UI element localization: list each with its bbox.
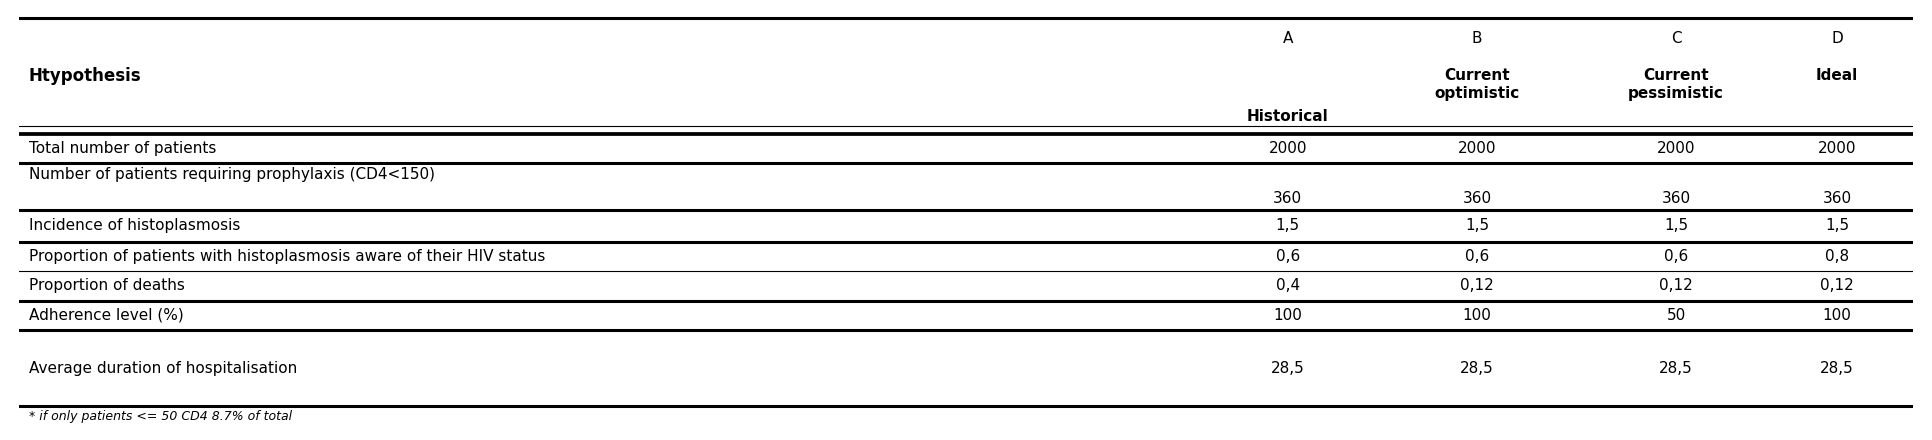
- Text: 2000: 2000: [1818, 141, 1857, 156]
- Text: 0,6: 0,6: [1663, 249, 1689, 264]
- Text: 100: 100: [1822, 308, 1851, 323]
- Text: optimistic: optimistic: [1435, 86, 1520, 101]
- Text: 28,5: 28,5: [1461, 361, 1493, 376]
- Text: 2000: 2000: [1658, 141, 1694, 156]
- Text: 0,12: 0,12: [1820, 278, 1855, 293]
- Text: 1,5: 1,5: [1826, 218, 1849, 233]
- Text: 360: 360: [1273, 191, 1302, 206]
- Text: Historical: Historical: [1246, 109, 1329, 124]
- Text: Adherence level (%): Adherence level (%): [29, 308, 184, 323]
- Text: 100: 100: [1463, 308, 1492, 323]
- Text: Incidence of histoplasmosis: Incidence of histoplasmosis: [29, 218, 240, 233]
- Text: 50: 50: [1667, 308, 1685, 323]
- Text: * if only patients <= 50 CD4 8.7% of total: * if only patients <= 50 CD4 8.7% of tot…: [29, 410, 292, 423]
- Text: 28,5: 28,5: [1271, 361, 1304, 376]
- Text: 0,12: 0,12: [1461, 278, 1493, 293]
- Text: A: A: [1283, 32, 1293, 47]
- Text: 0,6: 0,6: [1464, 249, 1490, 264]
- Text: Total number of patients: Total number of patients: [29, 141, 216, 156]
- Text: 0,8: 0,8: [1826, 249, 1849, 264]
- Text: 100: 100: [1273, 308, 1302, 323]
- Text: 1,5: 1,5: [1464, 218, 1490, 233]
- Text: 0,4: 0,4: [1275, 278, 1300, 293]
- Text: C: C: [1671, 32, 1681, 47]
- Text: D: D: [1832, 32, 1843, 47]
- Text: Average duration of hospitalisation: Average duration of hospitalisation: [29, 361, 298, 376]
- Text: 28,5: 28,5: [1820, 361, 1855, 376]
- Text: B: B: [1472, 32, 1482, 47]
- Text: 0,12: 0,12: [1660, 278, 1692, 293]
- Text: 2000: 2000: [1459, 141, 1497, 156]
- Text: Proportion of patients with histoplasmosis aware of their HIV status: Proportion of patients with histoplasmos…: [29, 249, 545, 264]
- Text: Ideal: Ideal: [1816, 69, 1859, 84]
- Text: Current: Current: [1644, 69, 1708, 84]
- Text: 0,6: 0,6: [1275, 249, 1300, 264]
- Text: 360: 360: [1822, 191, 1851, 206]
- Text: pessimistic: pessimistic: [1629, 86, 1723, 101]
- Text: 360: 360: [1662, 191, 1690, 206]
- Text: Proportion of deaths: Proportion of deaths: [29, 278, 185, 293]
- Text: 28,5: 28,5: [1660, 361, 1692, 376]
- Text: Current: Current: [1445, 69, 1511, 84]
- Text: Number of patients requiring prophylaxis (CD4<150): Number of patients requiring prophylaxis…: [29, 167, 435, 182]
- Text: 2000: 2000: [1269, 141, 1308, 156]
- Text: Htypothesis: Htypothesis: [29, 67, 141, 85]
- Text: 360: 360: [1463, 191, 1492, 206]
- Text: 1,5: 1,5: [1275, 218, 1300, 233]
- Text: 1,5: 1,5: [1663, 218, 1689, 233]
